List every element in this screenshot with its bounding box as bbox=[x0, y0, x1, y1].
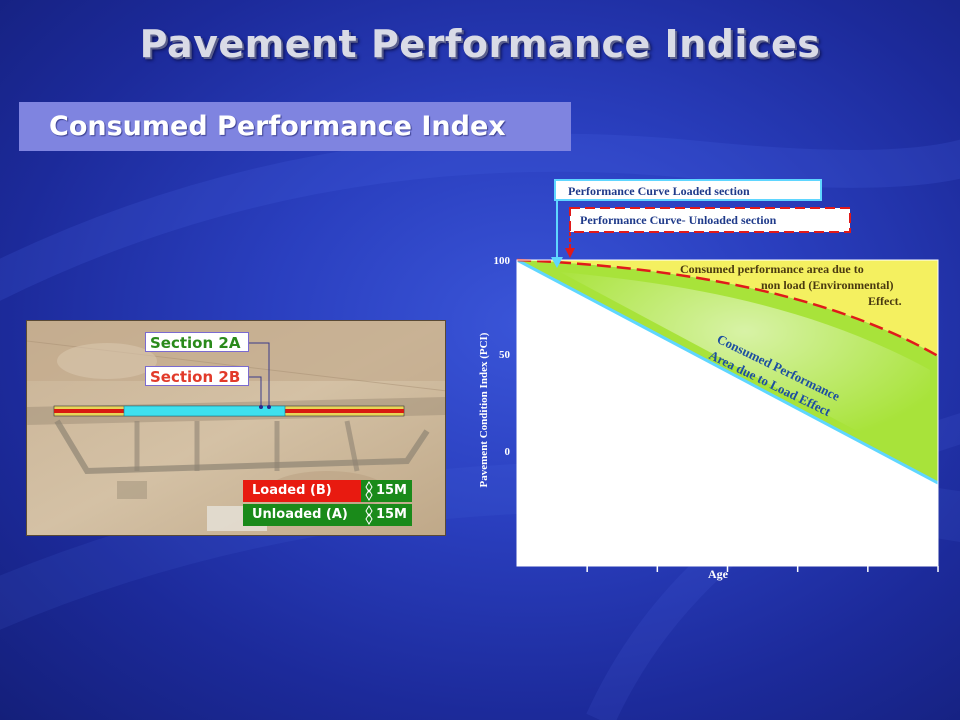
loaded-curve-legend-label: Performance Curve Loaded section bbox=[568, 184, 750, 198]
legend-value-text: 15M bbox=[375, 483, 407, 498]
legend-row-loaded: Loaded (B) 15M bbox=[243, 479, 412, 503]
loaded-curve-legend-box bbox=[554, 179, 822, 201]
environmental-effect-region bbox=[517, 260, 938, 356]
y-tick-label: 0 bbox=[505, 446, 511, 458]
y-tick-label: 100 bbox=[494, 255, 511, 267]
legend-value: 15M bbox=[361, 504, 412, 526]
section-2b-label: Section 2B bbox=[145, 366, 249, 386]
slide-title: Pavement Performance Indices bbox=[139, 22, 821, 66]
unloaded-curve-legend-box bbox=[569, 207, 851, 233]
legend-value-text: 15M bbox=[375, 507, 407, 522]
y-tick-label: 50 bbox=[499, 349, 511, 361]
legend-name: Unloaded (A) bbox=[243, 504, 361, 526]
loaded-performance-curve bbox=[516, 258, 939, 485]
legend-value: 15M bbox=[361, 480, 412, 502]
unloaded-curve-legend-label: Performance Curve- Unloaded section bbox=[580, 213, 777, 227]
environmental-region-label-line-3: Effect. bbox=[868, 294, 902, 308]
legend-row-unloaded: Unloaded (A) 15M bbox=[243, 503, 412, 527]
x-axis-label: Age bbox=[708, 567, 729, 581]
loaded-curve-arrowhead bbox=[551, 257, 563, 268]
double-arrow-icon bbox=[365, 505, 373, 525]
load-region-highlight bbox=[560, 272, 930, 470]
section-legend: Loaded (B) 15M Unloaded (A) 15M bbox=[243, 479, 412, 527]
double-arrow-icon bbox=[365, 481, 373, 501]
unloaded-curve-arrowhead bbox=[565, 248, 575, 258]
environmental-region-label-line-1: Consumed performance area due to bbox=[680, 262, 864, 276]
subtitle-text: Consumed Performance Index bbox=[49, 111, 506, 142]
y-axis-label: Pavement Condition Index (PCI) bbox=[478, 332, 490, 487]
environmental-region-label-line-2: non load (Environmental) bbox=[761, 278, 893, 292]
x-axis-ticks bbox=[586, 566, 939, 572]
subtitle-banner: Consumed Performance Index bbox=[19, 102, 571, 151]
section-2a-label: Section 2A bbox=[145, 332, 249, 352]
unloaded-performance-curve bbox=[516, 258, 939, 358]
legend-name: Loaded (B) bbox=[243, 480, 361, 502]
